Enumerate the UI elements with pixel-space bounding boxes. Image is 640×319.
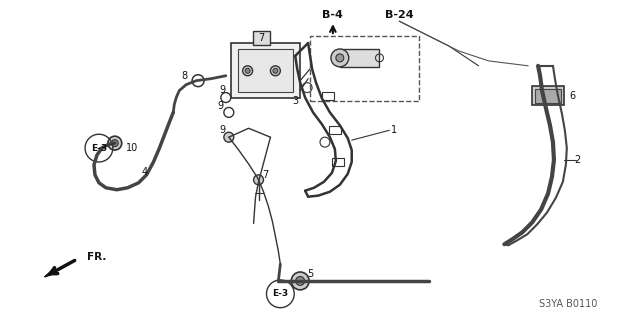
Text: E-3: E-3 bbox=[91, 144, 107, 152]
Text: B-24: B-24 bbox=[385, 10, 413, 20]
Bar bbox=[332, 158, 344, 166]
Circle shape bbox=[245, 68, 250, 73]
Bar bbox=[329, 126, 341, 134]
Text: 9: 9 bbox=[220, 85, 226, 95]
Circle shape bbox=[243, 66, 253, 76]
Text: 7: 7 bbox=[262, 170, 269, 180]
Text: 5: 5 bbox=[307, 269, 313, 279]
Text: E-3: E-3 bbox=[272, 289, 289, 298]
Text: 2: 2 bbox=[575, 155, 581, 165]
Text: 9: 9 bbox=[220, 125, 226, 135]
Circle shape bbox=[271, 66, 280, 76]
Text: 6: 6 bbox=[570, 91, 576, 100]
Bar bbox=[231, 43, 300, 98]
Bar bbox=[322, 92, 334, 100]
Text: 1: 1 bbox=[391, 125, 397, 135]
Bar bbox=[253, 31, 271, 45]
Circle shape bbox=[331, 49, 349, 67]
Circle shape bbox=[224, 132, 234, 142]
Text: 8: 8 bbox=[181, 71, 188, 81]
Circle shape bbox=[108, 136, 122, 150]
Bar bbox=[535, 89, 561, 102]
Bar bbox=[237, 49, 293, 92]
Text: FR.: FR. bbox=[87, 252, 106, 262]
Circle shape bbox=[111, 140, 118, 147]
Text: 4: 4 bbox=[141, 167, 148, 177]
Circle shape bbox=[291, 272, 309, 290]
Text: S3YA B0110: S3YA B0110 bbox=[539, 299, 598, 309]
Text: 10: 10 bbox=[125, 143, 138, 153]
Circle shape bbox=[336, 54, 344, 62]
Circle shape bbox=[296, 277, 305, 286]
Text: 7: 7 bbox=[259, 33, 264, 43]
Polygon shape bbox=[44, 270, 52, 277]
Circle shape bbox=[253, 175, 264, 185]
Text: 9: 9 bbox=[218, 101, 224, 111]
Text: 3: 3 bbox=[292, 95, 298, 106]
Text: B-4: B-4 bbox=[323, 10, 343, 20]
Bar bbox=[340, 49, 380, 67]
Bar bbox=[532, 85, 564, 106]
Circle shape bbox=[273, 68, 278, 73]
